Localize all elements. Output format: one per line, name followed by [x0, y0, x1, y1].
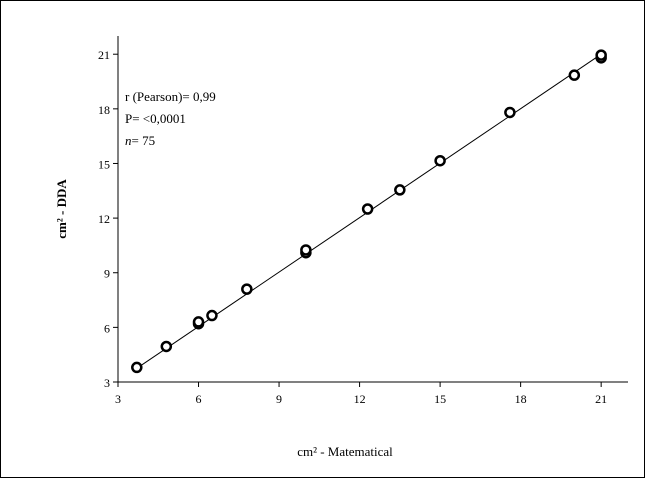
x-tick-label: 21	[595, 392, 607, 406]
x-tick-label: 18	[515, 392, 527, 406]
y-axis-title: cm² - DDA	[54, 179, 69, 239]
data-point	[434, 154, 446, 167]
data-point	[206, 309, 218, 322]
data-points	[131, 49, 607, 374]
pearson-annotation: r (Pearson)= 0,99	[125, 89, 216, 104]
data-point	[595, 49, 607, 61]
y-tick-label: 12	[98, 212, 110, 226]
y-tick-label: 9	[104, 267, 110, 281]
y-axis-ticks: 3 6 9 12 15 18 21	[98, 48, 118, 390]
n-value: = 75	[132, 133, 156, 148]
x-axis-ticks: 3 6 9 12 15 18 21	[115, 382, 607, 406]
x-tick-label: 3	[115, 392, 121, 406]
x-tick-label: 9	[276, 392, 282, 406]
y-tick-label: 6	[104, 321, 110, 335]
n-annotation: n= 75	[125, 133, 155, 148]
data-point	[131, 361, 143, 374]
y-tick-label: 3	[104, 376, 110, 390]
data-point	[504, 106, 516, 119]
data-point	[394, 184, 406, 196]
data-point	[568, 69, 581, 81]
x-axis-title: cm² - Matematical	[297, 444, 393, 459]
data-point	[361, 203, 374, 215]
x-tick-label: 6	[196, 392, 202, 406]
data-point	[160, 340, 173, 353]
p-value-annotation: P= <0,0001	[125, 111, 186, 126]
data-point	[192, 316, 205, 328]
x-tick-label: 15	[434, 392, 446, 406]
y-tick-label: 18	[98, 103, 110, 117]
data-point	[241, 283, 253, 295]
data-point	[300, 244, 312, 256]
y-tick-label: 21	[98, 48, 110, 62]
n-label: n	[125, 133, 132, 148]
x-tick-label: 12	[354, 392, 366, 406]
y-tick-label: 15	[98, 157, 110, 171]
